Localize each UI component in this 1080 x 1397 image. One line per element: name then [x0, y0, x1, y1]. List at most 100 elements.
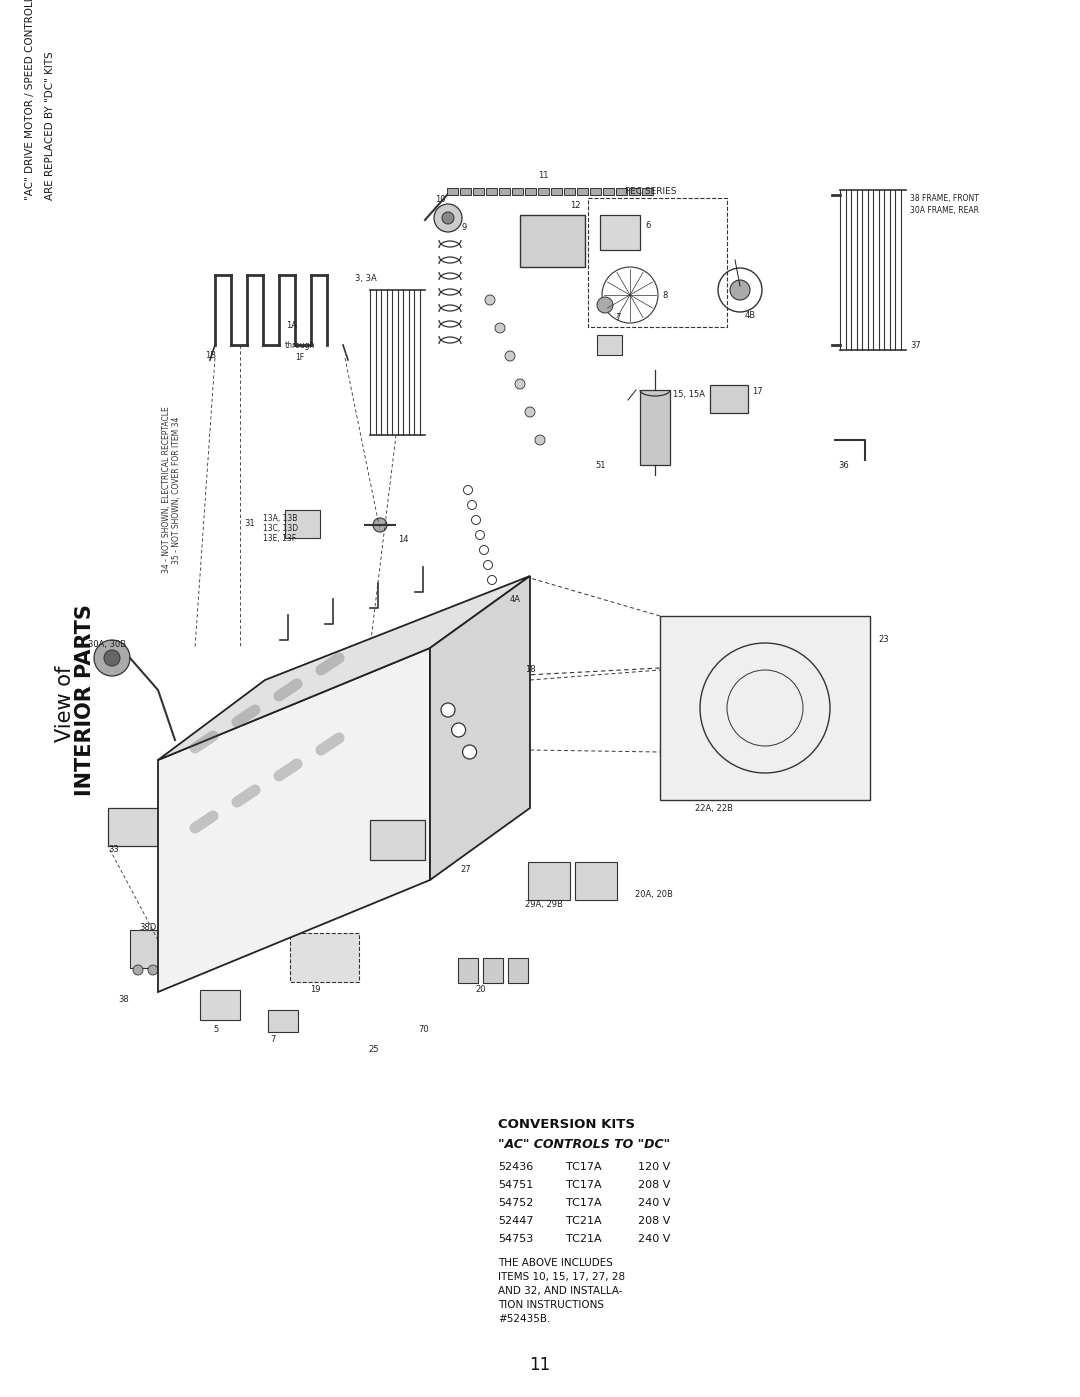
Text: "AC" CONTROLS TO "DC": "AC" CONTROLS TO "DC" — [498, 1139, 670, 1151]
Circle shape — [525, 407, 535, 416]
Text: TC21A: TC21A — [566, 1234, 602, 1243]
Text: 38D: 38D — [139, 923, 157, 933]
Text: 34 - NOT SHOWN, ELECTRICAL RECEPTACLE: 34 - NOT SHOWN, ELECTRICAL RECEPTACLE — [162, 407, 171, 573]
Circle shape — [462, 745, 476, 759]
Bar — [575, 862, 617, 900]
Text: 70: 70 — [418, 1025, 429, 1035]
Text: 22A, 22B: 22A, 22B — [696, 803, 733, 813]
Text: 14: 14 — [399, 535, 408, 545]
Text: 240 V: 240 V — [638, 1199, 671, 1208]
Text: 20: 20 — [476, 985, 486, 995]
Text: THE ABOVE INCLUDES
ITEMS 10, 15, 17, 27, 28
AND 32, AND INSTALLA-
TION INSTRUCTI: THE ABOVE INCLUDES ITEMS 10, 15, 17, 27,… — [498, 1259, 625, 1324]
Circle shape — [148, 965, 158, 975]
Text: 38 FRAME, FRONT: 38 FRAME, FRONT — [910, 194, 978, 203]
Text: 54753: 54753 — [498, 1234, 534, 1243]
Circle shape — [441, 703, 455, 717]
Bar — [460, 189, 471, 196]
Text: TC17A: TC17A — [566, 1199, 602, 1208]
Text: 11: 11 — [538, 170, 549, 179]
Text: 208 V: 208 V — [638, 1180, 671, 1190]
Bar — [525, 189, 536, 196]
Text: TC21A: TC21A — [566, 1215, 602, 1227]
Text: 120 V: 120 V — [638, 1162, 671, 1172]
Text: 38: 38 — [118, 996, 129, 1004]
Polygon shape — [158, 648, 430, 992]
Text: 15, 15A: 15, 15A — [673, 391, 705, 400]
Bar — [108, 807, 163, 847]
Text: 13E, 13F: 13E, 13F — [264, 534, 296, 542]
Text: 19: 19 — [310, 985, 321, 995]
Text: CONVERSION KITS: CONVERSION KITS — [498, 1118, 635, 1132]
Bar — [564, 189, 575, 196]
Circle shape — [730, 279, 750, 300]
Bar — [483, 958, 503, 983]
Bar — [200, 990, 240, 1020]
Text: 30A, 30B: 30A, 30B — [87, 640, 126, 648]
Text: 240 V: 240 V — [638, 1234, 671, 1243]
Text: 4B: 4B — [745, 310, 756, 320]
Text: 36: 36 — [838, 461, 849, 469]
Bar — [285, 510, 320, 538]
Circle shape — [505, 351, 515, 360]
Bar — [616, 189, 627, 196]
Text: 33: 33 — [108, 845, 119, 855]
Text: 18: 18 — [525, 665, 536, 675]
Text: 30A FRAME, REAR: 30A FRAME, REAR — [910, 205, 978, 215]
Circle shape — [104, 650, 120, 666]
Circle shape — [94, 640, 130, 676]
Circle shape — [434, 204, 462, 232]
Text: "AC" DRIVE MOTOR / SPEED CONTROLLER: "AC" DRIVE MOTOR / SPEED CONTROLLER — [25, 0, 35, 200]
Bar — [512, 189, 523, 196]
Circle shape — [451, 724, 465, 738]
Bar — [458, 958, 478, 983]
Circle shape — [442, 212, 454, 224]
Circle shape — [163, 965, 173, 975]
Bar — [519, 215, 585, 267]
Text: 208 V: 208 V — [638, 1215, 671, 1227]
Text: 5: 5 — [213, 1025, 218, 1035]
Text: FEC SERIES: FEC SERIES — [625, 187, 676, 197]
Text: 20A, 20B: 20A, 20B — [635, 890, 673, 900]
Text: 11: 11 — [529, 1356, 551, 1375]
Bar — [603, 189, 615, 196]
Text: 13A, 13B: 13A, 13B — [264, 514, 297, 522]
Bar — [629, 189, 640, 196]
Text: 23: 23 — [878, 636, 889, 644]
Bar — [447, 189, 458, 196]
Bar — [551, 189, 562, 196]
Bar — [710, 386, 748, 414]
Text: TC17A: TC17A — [566, 1180, 602, 1190]
Bar — [538, 189, 549, 196]
Text: View of: View of — [55, 658, 75, 742]
Text: TC17A: TC17A — [566, 1162, 602, 1172]
Bar — [640, 390, 670, 465]
Text: 1A: 1A — [286, 320, 297, 330]
Bar — [508, 958, 528, 983]
Bar — [370, 820, 426, 861]
Text: 8: 8 — [662, 291, 667, 299]
Text: 10: 10 — [435, 196, 446, 204]
Text: 1F: 1F — [296, 353, 305, 362]
Bar — [130, 930, 178, 968]
Text: 52447: 52447 — [498, 1215, 534, 1227]
Text: 7: 7 — [270, 1035, 275, 1045]
Text: 29A, 29B: 29A, 29B — [525, 901, 563, 909]
Text: 52436: 52436 — [498, 1162, 534, 1172]
Text: 12: 12 — [570, 201, 581, 210]
Text: 54751: 54751 — [498, 1180, 534, 1190]
Text: ARE REPLACED BY "DC" KITS: ARE REPLACED BY "DC" KITS — [45, 52, 55, 200]
Text: 31: 31 — [244, 520, 255, 528]
Circle shape — [535, 434, 545, 446]
Text: 35 - NOT SHOWN, COVER FOR ITEM 34: 35 - NOT SHOWN, COVER FOR ITEM 34 — [172, 416, 181, 563]
Bar — [268, 1010, 298, 1032]
Bar — [597, 335, 622, 355]
Circle shape — [373, 518, 387, 532]
Text: 25: 25 — [368, 1045, 378, 1055]
Text: 3, 3A: 3, 3A — [355, 274, 377, 282]
Bar — [577, 189, 588, 196]
Circle shape — [495, 323, 505, 332]
Text: 37: 37 — [910, 341, 921, 349]
Bar — [600, 215, 640, 250]
Bar — [590, 189, 600, 196]
Text: through: through — [285, 341, 315, 349]
